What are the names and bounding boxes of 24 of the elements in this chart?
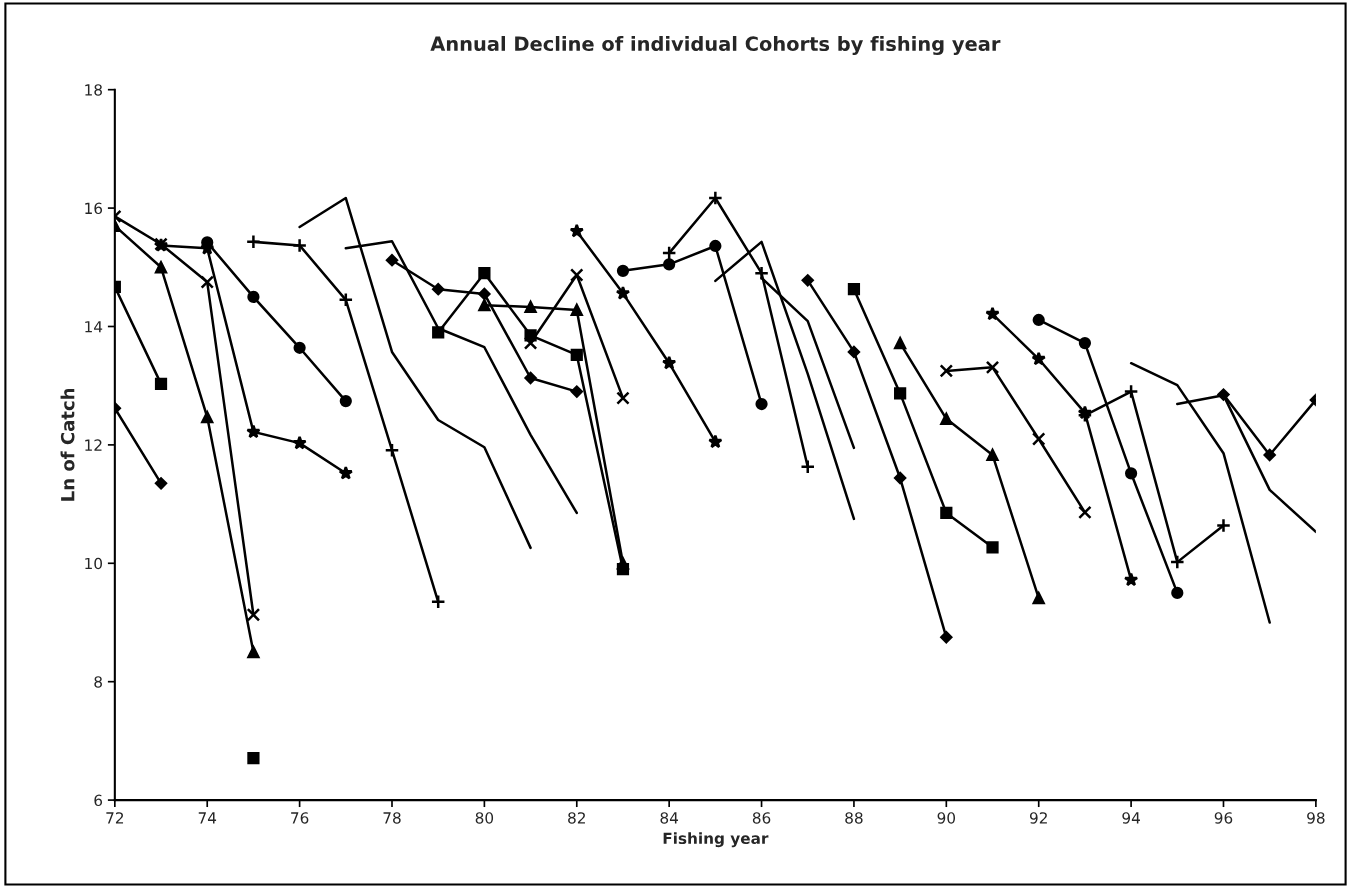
x-tick-label: 88 <box>845 812 863 824</box>
x-tick-label: 72 <box>106 812 124 824</box>
y-tick-label: 14 <box>85 321 103 333</box>
x-tick-label: 90 <box>937 812 956 824</box>
y-tick-label: 10 <box>85 557 103 570</box>
chart-title: Annual Decline of individual Cohorts by fishing year <box>430 36 1001 55</box>
x-tick-label: 84 <box>660 812 679 824</box>
y-tick-label: 16 <box>85 202 103 215</box>
x-tick-label: 78 <box>383 812 401 824</box>
x-tick-label: 92 <box>1029 812 1047 824</box>
x-tick-label: 82 <box>568 812 585 824</box>
x-tick-label: 74 <box>198 812 217 824</box>
x-tick-label: 98 <box>1307 812 1325 824</box>
x-tick-label: 94 <box>1122 812 1140 824</box>
y-tick-label: 18 <box>85 84 102 96</box>
y-tick-label: 6 <box>94 794 103 807</box>
y-tick-label: 12 <box>85 439 102 451</box>
x-tick-label: 76 <box>291 812 309 824</box>
x-tick-label: 80 <box>475 812 494 824</box>
y-tick-label: 8 <box>94 676 102 688</box>
x-axis-title: Fishing year <box>663 832 769 848</box>
y-axis-title: Ln of Catch <box>60 388 75 501</box>
x-tick-label: 86 <box>752 812 771 824</box>
x-tick-label: 96 <box>1214 812 1233 824</box>
